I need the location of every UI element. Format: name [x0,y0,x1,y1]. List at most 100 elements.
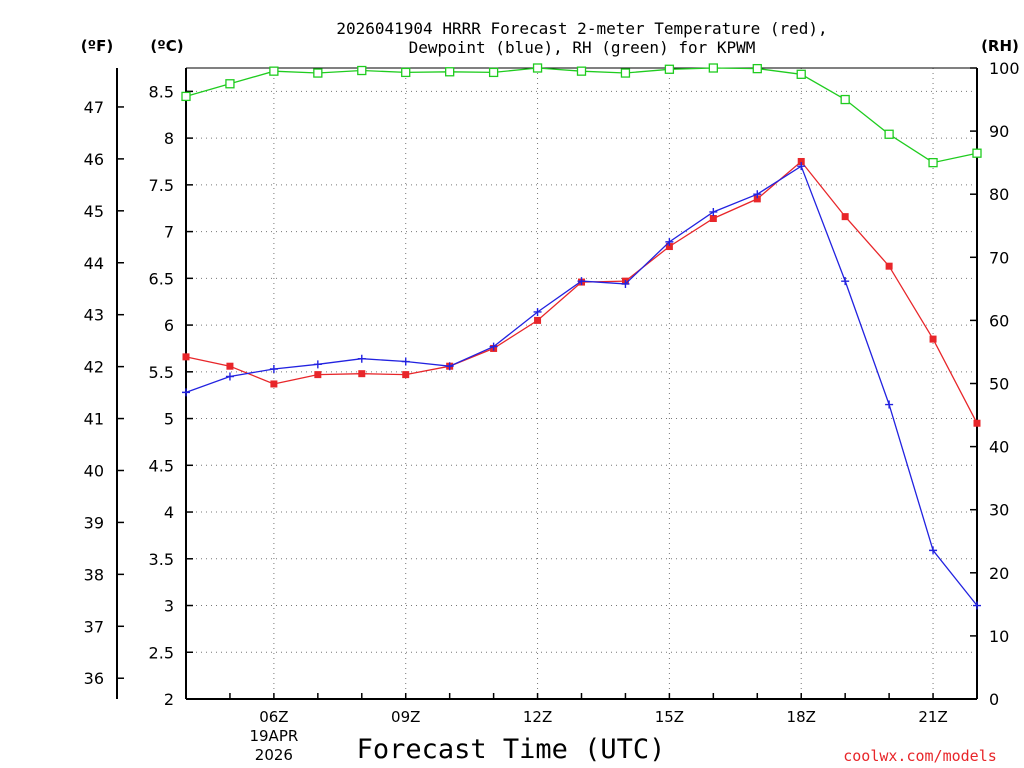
rh-tick-label: 30 [989,501,1009,520]
celsius-tick-label: 7.5 [149,176,174,195]
fahrenheit-tick-label: 39 [84,513,104,532]
rh-unit-label: (RH) [981,37,1019,55]
dewpoint-point [577,277,586,286]
fahrenheit-tick-label: 42 [84,358,104,377]
rh-point [532,63,543,73]
rh-tick-label: 90 [989,122,1009,141]
rh-point [445,67,455,77]
fahrenheit-tick-label: 37 [84,617,104,636]
temperature-point [402,371,410,379]
rh-tick-label: 40 [989,438,1009,457]
fahrenheit-tick-label: 41 [84,410,104,429]
time-tick-date: 19APR [249,727,298,745]
fahrenheit-tick-label: 45 [84,202,104,221]
fahrenheit-tick-label: 47 [84,98,104,117]
temperature-point [314,371,322,379]
rh-axis: 0 10 20 30 40 50 60 70 80 90 100 [970,59,1020,709]
rh-line [185,67,978,164]
fahrenheit-tick-label: 40 [84,461,104,480]
dewpoint-point [269,365,278,374]
rh-tick-label: 0 [989,690,999,709]
fahrenheit-tick-label: 36 [84,669,104,688]
celsius-tick-label: 7 [164,223,174,242]
fahrenheit-unit-label: (ºF) [81,37,113,55]
axes [185,67,978,700]
dewpoint-point [973,601,981,610]
series-dewpoint [182,162,981,610]
fahrenheit-tick-label: 44 [84,254,104,273]
time-tick-label: 12Z [523,708,552,726]
rh-point [225,79,235,89]
rh-point [181,91,191,102]
fahrenheit-tick-label: 46 [84,150,104,169]
chart-title-line-1: 2026041904 HRRR Forecast 2-meter Tempera… [336,19,827,38]
celsius-tick-label: 8 [164,129,174,148]
credit-text: coolwx.com/models [843,747,997,765]
dewpoint-point [445,362,454,371]
dewpoint-point [621,279,630,288]
rh-tick-label: 20 [989,564,1009,583]
celsius-tick-label: 3.5 [149,550,174,569]
celsius-tick-label: 3 [164,597,174,616]
time-tick-label: 21Z [918,708,947,726]
celsius-axis: 2 2.5 3 3.5 4 4.5 5 5.5 6 6.5 7 7.5 8 8.5 [149,82,193,709]
dewpoint-point [313,360,322,369]
celsius-tick-label: 5.5 [149,363,174,382]
temperature-point [270,380,278,388]
rh-point [884,129,894,139]
fahrenheit-tick-label: 43 [84,306,104,325]
celsius-tick-label: 5 [164,410,174,429]
rh-tick-label: 60 [989,311,1009,330]
rh-tick-label: 10 [989,627,1009,646]
dewpoint-point [665,237,674,246]
rh-tick-label: 100 [989,59,1020,78]
grid-lines [186,68,977,699]
temperature-point [226,362,234,370]
series-rh [181,63,982,168]
rh-point [840,94,850,105]
celsius-tick-label: 4 [164,503,174,522]
series-layer [181,63,982,610]
rh-point [576,66,587,76]
time-tick-year: 2026 [255,746,293,764]
temperature-point [797,157,805,165]
dewpoint-point [357,354,366,363]
rh-point [313,68,323,78]
chart-title-line-2: Dewpoint (blue), RH (green) for KPWM [409,38,756,57]
rh-point [752,63,762,74]
celsius-tick-label: 2.5 [149,643,174,662]
fahrenheit-axis: 36 37 38 39 40 41 42 43 44 45 46 47 [84,68,124,699]
series-temperature [182,157,981,427]
dewpoint-point [489,342,498,351]
time-tick-label: 06Z [259,708,288,726]
celsius-tick-label: 6.5 [149,269,174,288]
celsius-tick-label: 8.5 [149,82,174,101]
temperature-point [753,195,761,203]
dewpoint-point [753,190,762,199]
dewpoint-point [533,307,542,316]
rh-point [708,63,718,73]
time-tick-label: 15Z [655,708,684,726]
time-tick-label: 18Z [787,708,816,726]
temperature-point [182,353,190,361]
rh-point [269,66,279,76]
rh-point [972,148,982,158]
dewpoint-point [929,546,938,555]
temperature-point [534,316,542,324]
dewpoint-point [709,207,718,216]
rh-tick-label: 70 [989,248,1009,267]
fahrenheit-tick-label: 38 [84,565,104,584]
temperature-point [841,213,849,221]
rh-point [401,67,411,78]
rh-point [928,157,938,168]
dewpoint-point [841,277,850,286]
temperature-line [185,160,978,424]
temperature-point [885,262,893,270]
rh-point [620,68,631,78]
temperature-point [358,370,366,378]
rh-point [796,69,806,79]
temperature-point [709,215,717,223]
dewpoint-point [182,388,190,397]
